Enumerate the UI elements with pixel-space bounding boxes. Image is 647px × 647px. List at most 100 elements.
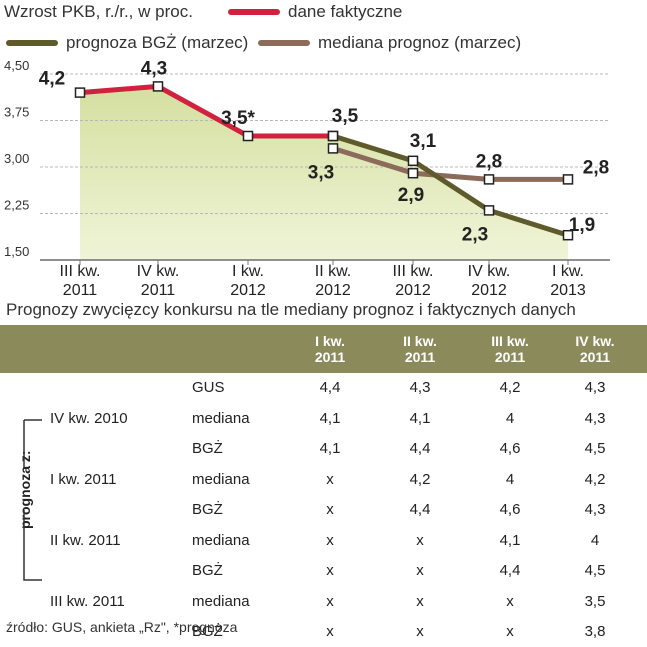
row-group-label: I kw. 2011: [50, 470, 117, 488]
data-point-marker: [327, 130, 339, 142]
table-cell: 4,1: [499, 531, 521, 549]
row-type-label: BGŻ: [192, 623, 223, 640]
table-cell: 4,5: [584, 562, 606, 579]
table-cell: 3,5: [584, 592, 606, 610]
x-tick-label: I kw.: [552, 263, 584, 280]
table-cell: x: [506, 592, 514, 610]
x-tick-label: III kw.: [393, 263, 434, 280]
table-cell: x: [326, 501, 334, 518]
table-cell: 4,4: [409, 501, 431, 518]
x-tick-label-year: 2011: [63, 282, 98, 299]
source-note: źródło: GUS, ankieta „Rz", *prognoza: [6, 619, 238, 635]
table-row: BGŻ 4,1 4,4 4,6 4,5: [0, 434, 647, 464]
table-row: III kw. 2011 mediana x x x 3,5: [0, 586, 647, 617]
table-cell: x: [326, 470, 334, 488]
data-label: 2,8: [476, 151, 502, 172]
x-tick-label: IV kw.: [137, 263, 180, 280]
col-header-4: IV kw. 2011: [575, 333, 615, 365]
table-cell: 4,2: [409, 470, 431, 488]
legend-label-actual: dane faktyczne: [288, 2, 403, 21]
data-point-marker: [74, 87, 86, 98]
x-tick-label-year: 2012: [315, 282, 351, 299]
data-point-marker: [407, 167, 419, 179]
table-cell: 4,4: [319, 379, 341, 396]
table-cell: x: [326, 623, 334, 640]
table-title: Prognozy zwycięzcy konkursu na tle media…: [6, 300, 576, 319]
area-fill: [80, 86, 568, 261]
data-point-marker: [562, 174, 574, 185]
table-cell: 4,6: [499, 440, 521, 457]
row-type-label: BGŻ: [192, 440, 223, 457]
table-row: BGŻ x x 4,4 4,5: [0, 556, 647, 586]
row-group-label: III kw. 2011: [50, 592, 125, 610]
y-tick-label: 1,50: [4, 244, 29, 259]
table-cell: 4,2: [584, 470, 606, 488]
table-cell: x: [326, 592, 334, 610]
table-cell: x: [416, 531, 424, 549]
legend-swatch-bgz: [6, 40, 58, 46]
row-type-label: mediana: [192, 592, 250, 610]
table-cell: 4,6: [499, 501, 521, 518]
x-tick-label: IV kw.: [468, 263, 511, 280]
table-row: GUS 4,4 4,3 4,2 4,3: [0, 373, 647, 403]
x-tick-label-year: 2012: [471, 282, 507, 299]
table-cell: 4,2: [499, 379, 521, 396]
line-chart: 1,50 2,25 3,00 3,75 4,50 III kw. 2011 IV kw. 201…: [4, 58, 610, 299]
table-cell: 4,3: [584, 501, 606, 518]
x-tick-label-year: 2011: [141, 282, 176, 299]
row-type-label: GUS: [192, 379, 225, 396]
row-type-label: mediana: [192, 409, 250, 427]
row-type-label: BGŻ: [192, 562, 223, 579]
series-line: [330, 133, 571, 238]
table-header: [0, 325, 647, 373]
x-tick-label-year: 2012: [230, 282, 266, 299]
x-tick-label: II kw.: [315, 263, 351, 280]
table-cell: x: [416, 592, 424, 610]
legend-swatch-median: [258, 40, 310, 46]
x-tick-label-year: 2012: [395, 282, 431, 299]
table-cell: 4: [505, 470, 515, 488]
data-label: 2,3: [462, 224, 488, 245]
row-group-label: II kw. 2011: [50, 531, 121, 549]
data-label: 4,2: [39, 69, 65, 90]
table-cell: 4,4: [499, 562, 521, 579]
data-point-marker: [152, 81, 164, 92]
legend-swatch-actual: [228, 9, 280, 15]
table-cell: 4,4: [409, 440, 431, 457]
data-label: 4,3: [141, 58, 167, 79]
x-tick-label: III kw.: [60, 263, 101, 280]
table-cell: x: [506, 623, 514, 640]
legend-label-median: mediana prognoz (marzec): [318, 33, 522, 52]
data-label: 3,5: [332, 106, 359, 127]
col-header-1: I kw. 2011: [314, 333, 346, 365]
table-row: II kw. 2011 mediana x x 4,1 4: [0, 525, 647, 556]
table-row: I kw. 2011 mediana x 4,2 4 4,2: [0, 464, 647, 495]
data-label: 2,9: [398, 185, 424, 206]
data-label: 3,1: [410, 131, 437, 152]
x-tick-label-year: 2013: [550, 282, 586, 299]
col-header-3: III kw. 2011: [491, 333, 529, 365]
series-line: [330, 145, 571, 182]
table-row: IV kw. 2010 mediana 4,1 4,1 4 4,3: [0, 403, 647, 434]
col-header-2: II kw. 2011: [403, 333, 437, 365]
data-label: 2,8: [583, 157, 609, 178]
data-point-marker: [242, 130, 254, 142]
table-cell: 4,1: [319, 409, 341, 427]
data-label: 3,3: [308, 162, 334, 183]
table-cell: 4,3: [584, 379, 606, 396]
y-tick-label: 4,50: [4, 58, 29, 73]
table-cell: 4,5: [584, 440, 606, 457]
chart-title: Wzrost PKB, r./r., w proc.: [4, 2, 193, 21]
table-cell: x: [326, 562, 334, 579]
data-point-marker: [327, 143, 339, 154]
table-cell: 4,3: [584, 409, 606, 427]
table-cell: 4: [590, 531, 600, 549]
series-line: [77, 83, 336, 139]
data-point-marker: [483, 174, 495, 185]
table-cell: 4,1: [409, 409, 431, 427]
table-cell: 3,8: [584, 623, 606, 640]
y-tick-label: 3,00: [4, 151, 29, 166]
table-cell: x: [416, 562, 424, 579]
legend-label-bgz: prognoza BGŻ (marzec): [66, 33, 249, 52]
data-point-marker: [483, 205, 495, 216]
